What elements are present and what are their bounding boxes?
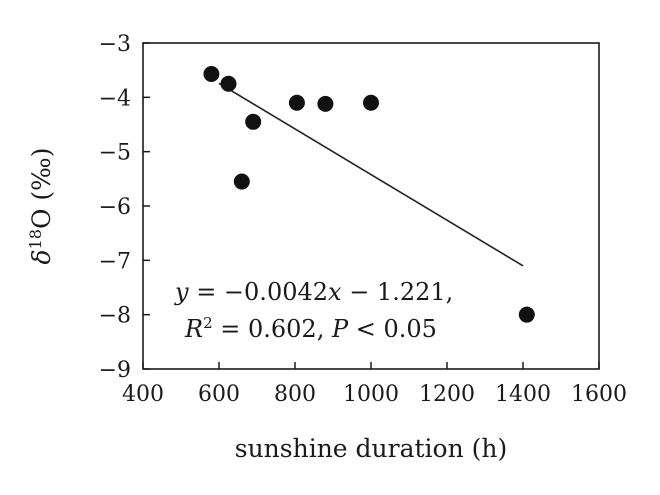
data-point bbox=[288, 94, 305, 111]
y-tick-label: −4 bbox=[99, 86, 131, 111]
axis-ticks bbox=[142, 42, 600, 370]
x-tick-label: 1000 bbox=[343, 382, 399, 407]
y-tick-label: −5 bbox=[99, 141, 131, 166]
data-point bbox=[363, 94, 379, 111]
x-tick-label: 1400 bbox=[495, 382, 551, 407]
data-point bbox=[317, 95, 334, 112]
data-point bbox=[518, 306, 535, 323]
regression-equation: y = −0.0042x − 1.221, bbox=[174, 278, 453, 306]
x-tick-label: 400 bbox=[122, 382, 164, 407]
x-tick-labels: 400 600 800 1000 1200 1400 1600 bbox=[122, 382, 627, 407]
y-tick-labels: −3 −4 −5 −6 −7 −8 −9 bbox=[99, 32, 131, 383]
x-tick-label: 800 bbox=[274, 382, 316, 407]
y-tick-label: −6 bbox=[99, 195, 131, 220]
trend-line bbox=[218, 82, 524, 267]
data-point bbox=[220, 75, 237, 92]
y-tick-label: −7 bbox=[99, 249, 131, 274]
data-point bbox=[233, 173, 250, 190]
y-tick-label: −8 bbox=[99, 304, 131, 329]
data-point bbox=[203, 65, 220, 82]
y-axis-title: δ18O (‰) bbox=[26, 148, 57, 265]
x-tick-label: 1200 bbox=[419, 382, 475, 407]
x-axis-title: sunshine duration (h) bbox=[235, 434, 508, 463]
data-points bbox=[203, 65, 535, 323]
x-tick-label: 600 bbox=[198, 382, 240, 407]
y-tick-label: −3 bbox=[99, 32, 131, 57]
regression-stats: R2 = 0.602, P < 0.05 bbox=[184, 314, 437, 343]
data-point bbox=[245, 113, 262, 130]
x-tick-label: 1600 bbox=[571, 382, 627, 407]
y-tick-label: −9 bbox=[99, 358, 131, 383]
